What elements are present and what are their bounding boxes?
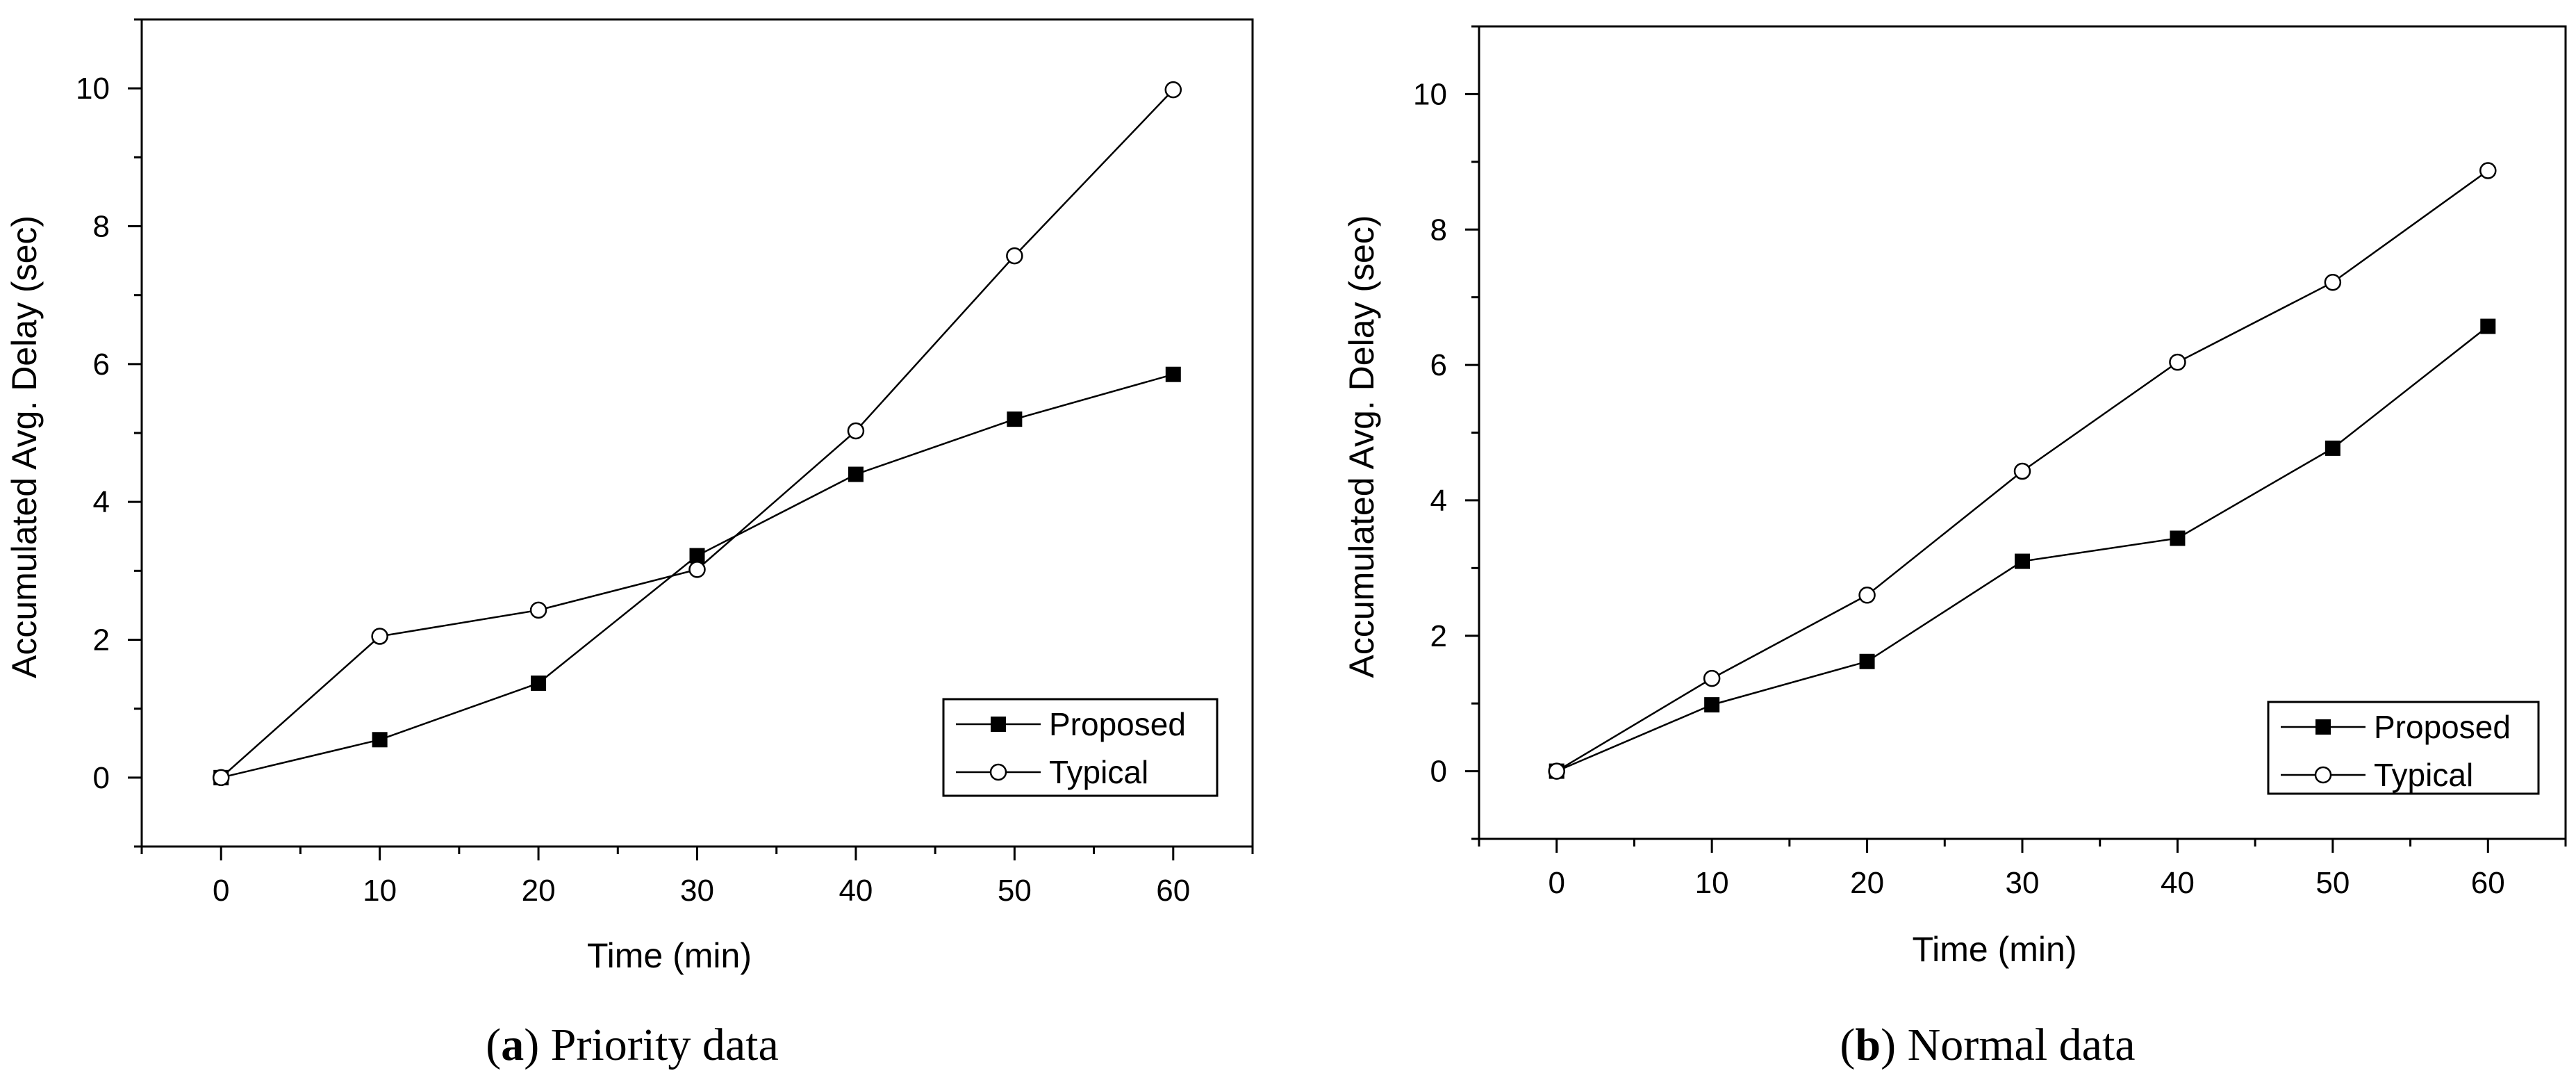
x-tick-label: 0 — [213, 874, 229, 908]
y-tick-label: 6 — [1430, 348, 1447, 382]
y-axis-label: Accumulated Avg. Delay (sec) — [5, 215, 44, 678]
legend: Proposed Typical — [2267, 701, 2540, 795]
data-point-proposed — [689, 548, 705, 564]
y-tick-label: 10 — [1413, 77, 1447, 111]
data-point-typical — [371, 628, 388, 645]
data-point-proposed — [2015, 553, 2030, 569]
data-point-proposed — [1165, 366, 1181, 382]
legend-label: Proposed — [1049, 706, 1186, 742]
x-tick-label: 20 — [1850, 866, 1884, 900]
legend-label: Typical — [1049, 754, 1148, 790]
x-tick-label: 40 — [2161, 866, 2195, 900]
figure-caption: (a) Priority data — [486, 1020, 779, 1070]
x-axis-label: Time (min) — [1912, 930, 2077, 969]
x-tick-label: 20 — [522, 874, 556, 908]
x-axis-label: Time (min) — [587, 936, 752, 975]
legend-marker — [2314, 766, 2332, 784]
panel-label: a — [501, 1020, 524, 1070]
x-tick-label: 30 — [2006, 866, 2040, 900]
y-tick-label: 2 — [1430, 619, 1447, 653]
data-point-proposed — [848, 466, 864, 482]
x-tick-label: 60 — [2471, 866, 2505, 900]
legend: Proposed Typical — [942, 698, 1219, 797]
legend-frame — [942, 698, 1219, 797]
data-point-typical — [847, 422, 865, 440]
data-point-typical — [529, 601, 547, 619]
data-point-typical — [2324, 273, 2342, 291]
caption-text: Priority data — [551, 1020, 779, 1070]
legend-frame — [2267, 701, 2540, 795]
data-point-typical — [688, 561, 706, 578]
data-point-proposed — [372, 732, 388, 748]
legend-label: Typical — [2374, 757, 2473, 793]
series-typical — [212, 81, 1182, 787]
y-tick-label: 8 — [93, 210, 110, 244]
data-point-proposed — [1007, 411, 1023, 427]
y-tick-label: 8 — [1430, 213, 1447, 247]
x-tick-label: 40 — [839, 874, 873, 908]
x-tick-label: 0 — [1548, 866, 1564, 900]
data-point-typical — [2169, 353, 2186, 371]
data-point-typical — [2013, 462, 2031, 480]
data-point-proposed — [2325, 440, 2340, 456]
chart-panel-a: 0 10 20 30 40 50 60 0 2 4 6 8 10 Time (min) Accumulate… — [5, 18, 1254, 1070]
data-point-typical — [212, 769, 230, 787]
caption-text: Normal data — [1908, 1020, 2136, 1070]
x-tick-label: 60 — [1156, 874, 1190, 908]
x-tick-label: 50 — [2315, 866, 2350, 900]
data-point-proposed — [2170, 530, 2186, 546]
series-line-typical — [220, 89, 1174, 778]
data-point-typical — [1858, 587, 1876, 604]
x-tick-label: 50 — [998, 874, 1032, 908]
legend-label: Proposed — [2374, 709, 2511, 745]
data-point-proposed — [531, 675, 547, 691]
series-proposed — [1549, 318, 2496, 779]
chart-panel-b: 0 10 20 30 40 50 60 0 2 4 6 8 10 Time (min) Accumulate… — [1342, 25, 2567, 1070]
data-point-proposed — [1859, 653, 1875, 669]
x-tick-label: 30 — [680, 874, 714, 908]
y-tick-label: 0 — [1430, 755, 1447, 789]
data-point-proposed — [1704, 697, 1720, 713]
data-point-typical — [2479, 162, 2497, 179]
legend-marker — [991, 717, 1006, 732]
data-point-typical — [1703, 669, 1721, 687]
x-tick-label: 10 — [363, 874, 397, 908]
y-tick-label: 2 — [93, 623, 110, 657]
y-axis-label: Accumulated Avg. Delay (sec) — [1342, 215, 1381, 678]
series-typical — [1548, 162, 2497, 780]
data-point-typical — [1164, 81, 1182, 99]
data-point-typical — [1548, 762, 1565, 780]
legend-marker — [989, 763, 1007, 781]
panel-label: b — [1855, 1020, 1881, 1070]
x-tick-label: 10 — [1695, 866, 1729, 900]
y-tick-label: 0 — [93, 761, 110, 795]
figure-caption: (b) Normal data — [1840, 1020, 2135, 1070]
y-tick-label: 4 — [93, 485, 110, 519]
data-point-proposed — [2480, 318, 2496, 334]
y-tick-label: 10 — [76, 72, 110, 106]
data-point-typical — [1006, 247, 1023, 265]
y-tick-label: 6 — [93, 348, 110, 382]
legend-marker — [2315, 719, 2331, 735]
y-tick-label: 4 — [1430, 484, 1447, 518]
